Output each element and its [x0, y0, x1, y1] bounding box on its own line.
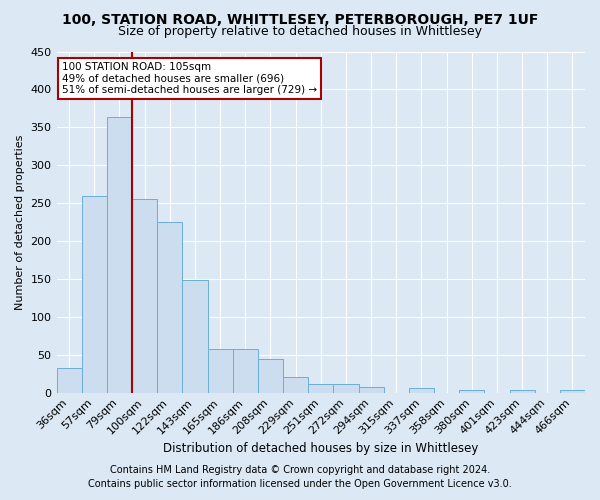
- Bar: [359, 386, 383, 392]
- Text: 100, STATION ROAD, WHITTLESEY, PETERBOROUGH, PE7 1UF: 100, STATION ROAD, WHITTLESEY, PETERBORO…: [62, 12, 538, 26]
- Bar: [409, 388, 434, 392]
- Bar: [459, 390, 484, 392]
- Bar: [132, 198, 157, 392]
- Bar: [283, 378, 308, 392]
- Bar: [233, 350, 258, 393]
- Y-axis label: Number of detached properties: Number of detached properties: [15, 134, 25, 310]
- Bar: [157, 222, 182, 392]
- X-axis label: Distribution of detached houses by size in Whittlesey: Distribution of detached houses by size …: [163, 442, 478, 455]
- Text: 100 STATION ROAD: 105sqm
49% of detached houses are smaller (696)
51% of semi-de: 100 STATION ROAD: 105sqm 49% of detached…: [62, 62, 317, 95]
- Bar: [308, 384, 334, 392]
- Bar: [258, 360, 283, 392]
- Text: Size of property relative to detached houses in Whittlesey: Size of property relative to detached ho…: [118, 25, 482, 38]
- Bar: [107, 118, 132, 392]
- Bar: [208, 350, 233, 393]
- Bar: [182, 280, 208, 392]
- Bar: [509, 390, 535, 392]
- Bar: [334, 384, 359, 392]
- Text: Contains HM Land Registry data © Crown copyright and database right 2024.
Contai: Contains HM Land Registry data © Crown c…: [88, 465, 512, 489]
- Bar: [560, 390, 585, 392]
- Bar: [56, 368, 82, 392]
- Bar: [82, 196, 107, 392]
